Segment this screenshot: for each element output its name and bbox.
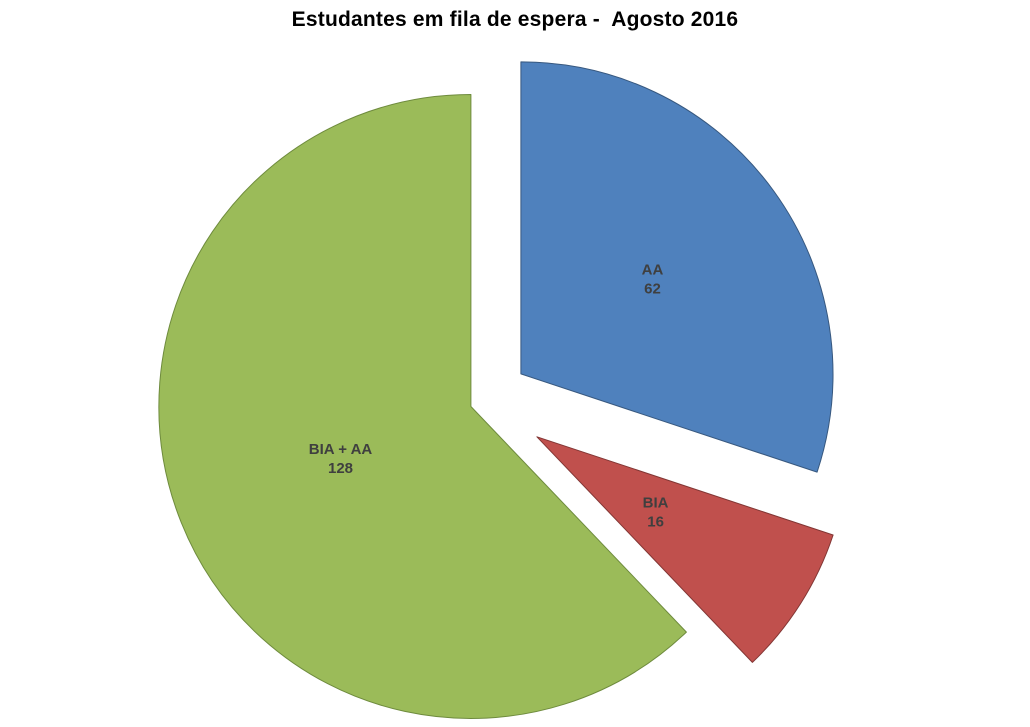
pie-slice-aa (520, 61, 834, 473)
pie-slice-bia-aa (158, 94, 687, 719)
slice-label-bia-aa: BIA + AA 128 (309, 441, 373, 477)
slice-label-bia: BIA 16 (643, 494, 669, 530)
pie-slice-bia (536, 436, 834, 663)
slice-label-aa: AA 62 (642, 261, 664, 297)
chart-title: Estudantes em fila de espera - Agosto 20… (291, 8, 739, 31)
